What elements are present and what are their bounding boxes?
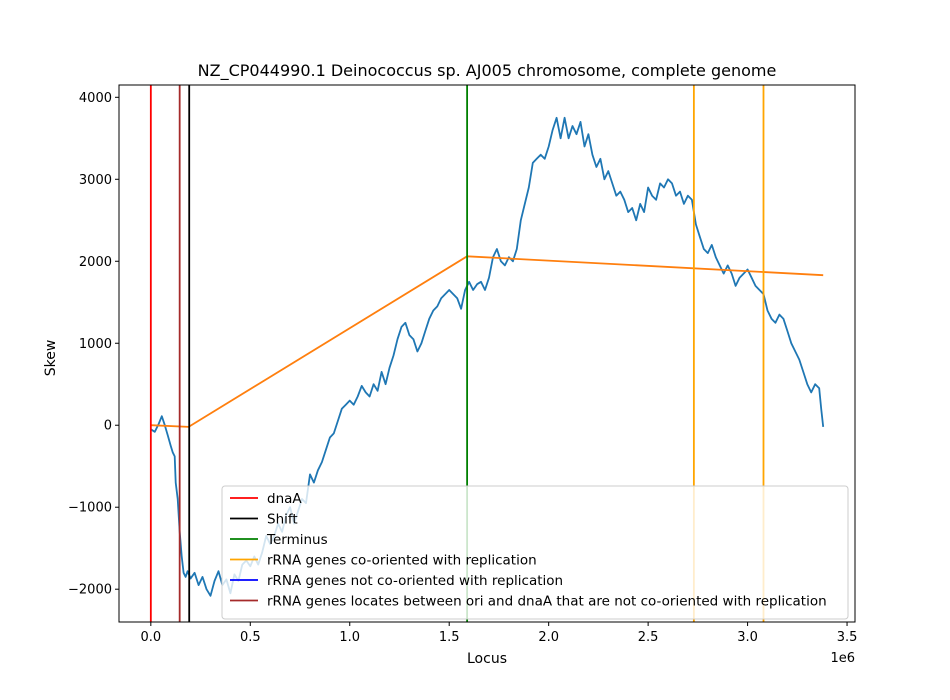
y-tick-label: −2000 [68, 583, 112, 598]
x-tick-label: 1.0 [339, 630, 360, 645]
x-offset-label: 1e6 [830, 651, 855, 666]
y-tick-label: 1000 [79, 337, 112, 352]
piecewise-series-line [150, 255, 824, 428]
y-tick-label: 3000 [79, 173, 112, 188]
y-tick-label: 4000 [79, 91, 112, 106]
plot-area [118, 84, 856, 623]
x-tick-label: 2.0 [538, 630, 559, 645]
y-tick-label: 0 [104, 419, 112, 434]
axes-frame [118, 84, 856, 623]
legend-entry-label: rRNA genes co-oriented with replication [267, 553, 537, 569]
x-tick-label: 0.0 [140, 630, 161, 645]
x-tick-label: 1.5 [439, 630, 460, 645]
y-axis-label: Skew [43, 340, 59, 377]
x-tick-label: 3.0 [737, 630, 758, 645]
legend-entry-label: rRNA genes not co-oriented with replicat… [267, 573, 563, 589]
x-tick-label: 3.5 [837, 630, 858, 645]
y-axis: −2000 −1000 0 1000 2000 3000 4000 [68, 91, 119, 598]
y-tick-label: 2000 [79, 255, 112, 270]
legend-entry-label: dnaA [267, 491, 302, 507]
x-tick-label: 0.5 [240, 630, 261, 645]
y-tick-label: −1000 [68, 501, 112, 516]
legend-entry-label: Shift [267, 512, 298, 528]
x-axis: 0.0 0.5 1.0 1.5 2.0 2.5 3.0 3.5 [140, 622, 857, 645]
chart-title: NZ_CP044990.1 Deinococcus sp. AJ005 chro… [198, 61, 777, 81]
legend-entry-label: rRNA genes locates between ori and dnaA … [267, 594, 827, 610]
legend-entry-label: Terminus [266, 532, 328, 548]
legend-box [221, 485, 849, 620]
x-axis-label: Locus [467, 651, 507, 667]
legend: dnaA Shift Terminus rRNA genes co-oriented … [221, 485, 849, 620]
x-tick-label: 2.5 [638, 630, 659, 645]
